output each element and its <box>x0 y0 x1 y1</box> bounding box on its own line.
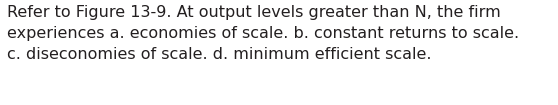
Text: Refer to Figure 13-9. At output levels greater than N, the firm
experiences a. e: Refer to Figure 13-9. At output levels g… <box>7 5 519 62</box>
